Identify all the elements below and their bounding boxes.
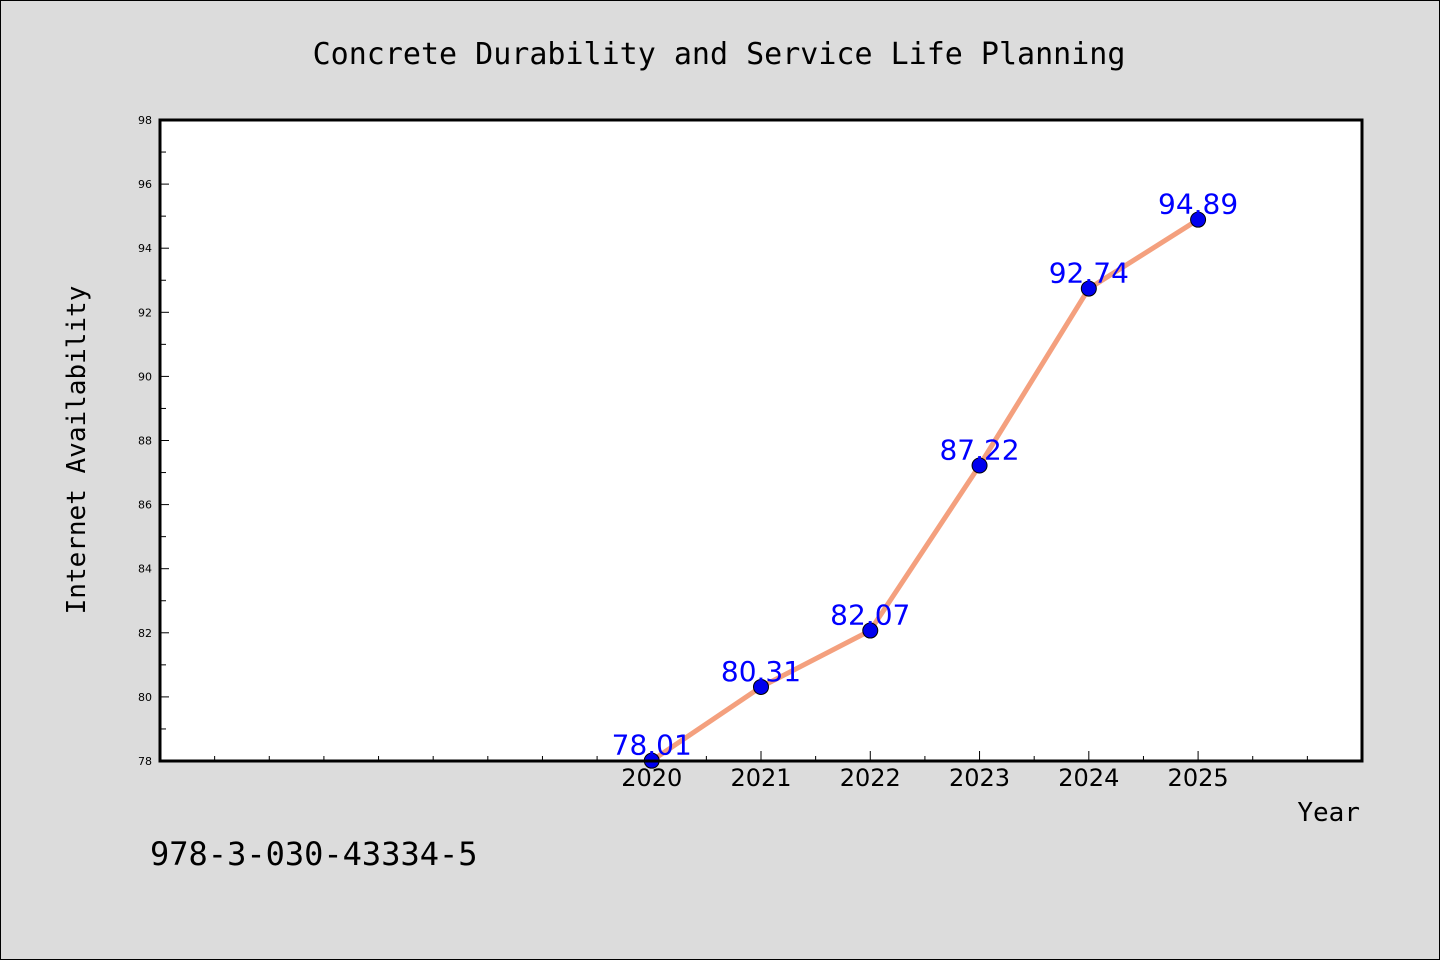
x-axis-ticks: 2020 2021 2022 2023 2024 2025 — [159, 751, 1363, 792]
x-tick-label: 2025 — [1168, 764, 1229, 792]
x-tick-label: 2023 — [949, 764, 1010, 792]
data-point — [1080, 280, 1097, 297]
plot-frame — [158, 118, 1364, 763]
y-axis-label: Internet Availability — [62, 286, 92, 615]
data-label: 78.01 — [612, 729, 692, 762]
x-tick-label: 2021 — [730, 764, 791, 792]
data-point — [1190, 211, 1207, 228]
data-label: 80.31 — [721, 655, 801, 688]
x-tick-label: 2022 — [840, 764, 901, 792]
y-axis-ticks: 78 80 82 84 86 88 90 92 94 96 98 — [138, 114, 169, 768]
data-label: 94.89 — [1158, 188, 1238, 221]
y-tick-label: 94 — [138, 242, 152, 255]
chart-title: Concrete Durability and Service Life Pla… — [313, 37, 1126, 72]
y-tick-label: 88 — [138, 435, 152, 448]
y-tick-label: 92 — [138, 306, 152, 319]
data-label: 87.22 — [939, 433, 1019, 466]
y-tick-label: 90 — [138, 370, 152, 383]
y-tick-label: 86 — [138, 499, 152, 512]
series-layer: 78.01 80.31 82.07 87.22 92.74 94.89 — [612, 188, 1238, 769]
plot-area — [160, 120, 1362, 761]
data-label: 82.07 — [830, 599, 910, 632]
x-axis-label: Year — [1297, 798, 1360, 828]
data-label: 92.74 — [1049, 257, 1129, 290]
x-tick-label: 2024 — [1058, 764, 1119, 792]
y-tick-label: 82 — [138, 627, 152, 640]
y-tick-label: 78 — [138, 755, 152, 768]
y-tick-label: 98 — [138, 114, 152, 127]
isbn-text: 978-3-030-43334-5 — [150, 835, 478, 873]
data-point — [753, 678, 769, 695]
data-point — [971, 457, 988, 474]
y-tick-label: 96 — [138, 178, 152, 191]
y-tick-label: 84 — [138, 563, 152, 576]
data-point — [862, 622, 879, 639]
series-line — [649, 217, 1201, 764]
y-tick-label: 80 — [138, 691, 152, 704]
